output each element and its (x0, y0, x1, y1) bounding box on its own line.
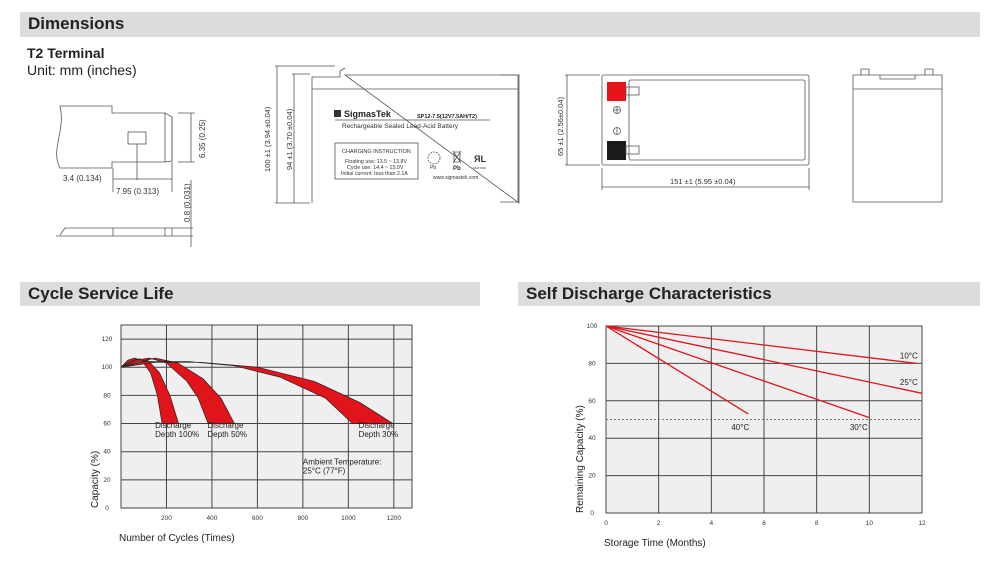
y-tick-label: 40 (103, 449, 111, 456)
section-title: Cycle Service Life (28, 284, 174, 303)
band-label: Discharge (207, 421, 244, 430)
series-label: 10°C (900, 352, 918, 361)
battery-subtitle: Rechargeable Sealed Lead-Acid Battery (342, 123, 459, 130)
x-tick-label: 10 (866, 520, 874, 527)
battery-top-view (565, 74, 810, 190)
pb-label: Pb (430, 165, 436, 171)
series-label: 25°C (900, 378, 918, 387)
series-label: 30°C (850, 423, 868, 432)
y-axis-label: Remaining Capacity (%) (575, 405, 586, 513)
dim-terminal-hole: 3.4 (0.134) (63, 174, 102, 183)
dim-terminal-width: 7.95 (0.313) (116, 187, 159, 196)
series-line (605, 325, 749, 415)
x-tick-label: 6 (762, 520, 766, 527)
negative-terminal (607, 141, 626, 160)
band-label: Depth 50% (207, 430, 247, 439)
band-label: Depth 30% (359, 430, 399, 439)
x-tick-label: 1200 (387, 515, 402, 522)
x-tick-label: 600 (252, 515, 263, 522)
dim-terminal-height: 6.35 (0.25) (198, 119, 207, 158)
y-axis-label: Capacity (%) (90, 451, 101, 508)
dim-total-height: 100 ±1 (3.94 ±0.04) (263, 106, 272, 172)
battery-side-view (852, 68, 943, 203)
y-tick-label: 20 (103, 477, 111, 484)
band-label: Discharge (155, 421, 192, 430)
pb-label: Pb (453, 166, 461, 172)
discharge-band (120, 361, 394, 424)
charging-line: Floating use: 13.5 ~ 13.8V (345, 159, 407, 165)
x-tick-label: 8 (815, 520, 819, 527)
section-header-cycle-life: Cycle Service Life (20, 282, 480, 306)
cycle-service-life-chart: 200 400 600 800 1000 1200 0 20 40 60 80 100 120 Numbe… (90, 324, 413, 544)
y-tick-label: 0 (590, 510, 594, 517)
charging-line: Initial current: less than 2.1A (341, 171, 408, 177)
annotation: Ambient Temperature: (303, 457, 382, 466)
dimension-drawings: 6.35 (0.25) 3.4 (0.134) 7.95 (0.313) 0.8… (56, 65, 943, 247)
dim-length: 151 ±1 (5.95 ±0.04) (670, 177, 736, 186)
y-tick-label: 40 (588, 435, 596, 442)
sigma-logo-icon (334, 110, 341, 117)
y-tick-label: 0 (105, 505, 109, 512)
unit-label: Unit: mm (inches) (27, 62, 137, 78)
series-line (605, 325, 923, 394)
battery-front-view (275, 65, 520, 204)
x-tick-label: 400 (207, 515, 218, 522)
terminal-title: T2 Terminal (27, 45, 105, 61)
x-tick-label: 2 (657, 520, 661, 527)
y-tick-label: 60 (588, 398, 596, 405)
series-line (605, 325, 870, 419)
ul-mark-icon: ЯL (474, 154, 486, 164)
y-tick-label: 100 (587, 323, 598, 330)
dim-case-height: 94 ±1 (3.70 ±0.04) (285, 108, 294, 170)
x-axis-label: Storage Time (Months) (604, 538, 706, 548)
x-axis-label: Number of Cycles (Times) (119, 533, 235, 544)
terminal-drawing (56, 105, 195, 247)
y-tick-label: 20 (588, 473, 596, 480)
discharge-band (120, 357, 235, 424)
dim-terminal-thick: 0.8 (0.031) (183, 183, 192, 222)
y-tick-label: 80 (588, 360, 596, 367)
series-label: 40°C (731, 423, 749, 432)
x-tick-label: 200 (161, 515, 172, 522)
x-tick-label: 1000 (341, 515, 356, 522)
battery-brand: SigmasTek (344, 109, 392, 119)
positive-terminal (607, 82, 626, 101)
dim-width: 65 ±1 (2.56±0.04) (556, 96, 565, 156)
website: www.sigmastek.com (433, 175, 478, 181)
bin-icon (452, 150, 462, 164)
y-tick-label: 100 (102, 364, 113, 371)
ul-code: MH47920 (473, 166, 486, 170)
recycle-icon (427, 151, 441, 165)
x-tick-label: 800 (297, 515, 308, 522)
x-tick-label: 12 (918, 520, 926, 527)
x-tick-label: 0 (604, 520, 608, 527)
y-tick-label: 80 (103, 392, 111, 399)
annotation: 25°C (77°F) (303, 466, 346, 475)
band-label: Depth 100% (155, 430, 199, 439)
y-tick-label: 120 (102, 336, 113, 343)
self-discharge-chart: 0 2 4 6 8 10 12 0 20 40 60 80 100 Storage Time (Month… (575, 323, 926, 548)
battery-left-end (500, 74, 519, 203)
section-header-self-discharge: Self Discharge Characteristics (518, 282, 980, 306)
band-label: Discharge (359, 421, 396, 430)
y-tick-label: 60 (103, 421, 111, 428)
charging-line: Cycle use: 14.4 ~ 15.0V (347, 165, 404, 171)
section-title: Dimensions (28, 14, 125, 33)
section-header-dimensions: Dimensions (20, 12, 980, 37)
charging-title: CHARGING INSTRUCTION (342, 149, 411, 155)
x-tick-label: 4 (710, 520, 714, 527)
section-title: Self Discharge Characteristics (526, 284, 772, 303)
battery-model: SP12-7.5(12V7.5AH/T2) (417, 114, 477, 120)
series-line (605, 325, 917, 365)
